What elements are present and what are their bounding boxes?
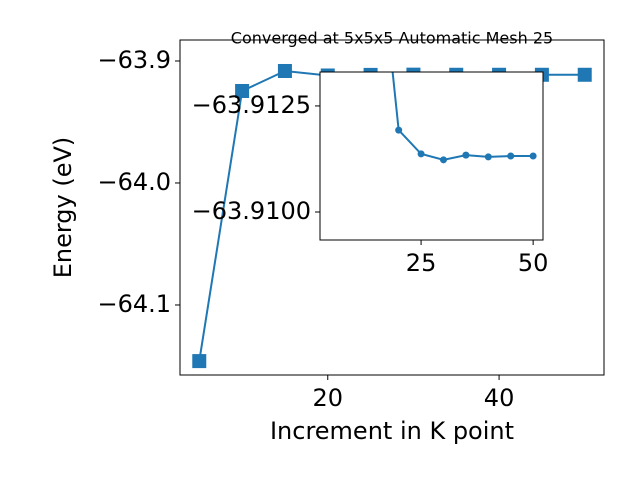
plot-area	[391, 72, 537, 164]
x-tick-label: 50	[518, 249, 549, 277]
marker	[529, 152, 537, 160]
y-tick-label: −64.0	[97, 168, 171, 196]
marker	[577, 67, 592, 82]
marker	[395, 126, 403, 134]
data-line	[391, 72, 534, 161]
y-axis-label: Energy (eV)	[49, 137, 77, 279]
marker	[235, 83, 250, 98]
chart-title: Converged at 5x5x5 Automatic Mesh 25	[231, 29, 553, 48]
x-axis-label: Increment in K point	[270, 417, 514, 445]
y-tick-label: −63.9	[97, 46, 171, 74]
marker	[417, 150, 425, 158]
x-tick-label: 25	[406, 249, 437, 277]
axes-frame	[179, 39, 605, 376]
axes-frame	[319, 71, 544, 241]
x-tick-label: 40	[484, 384, 515, 412]
y-tick-label: −63.9100	[192, 197, 311, 225]
marker	[462, 151, 470, 159]
marker	[192, 354, 207, 369]
marker	[484, 153, 492, 161]
x-tick-label: 20	[312, 384, 343, 412]
y-tick-label: −64.1	[97, 290, 171, 318]
marker	[277, 63, 292, 78]
y-tick-label: −63.9125	[192, 91, 311, 119]
marker	[439, 156, 447, 164]
marker	[507, 152, 515, 160]
